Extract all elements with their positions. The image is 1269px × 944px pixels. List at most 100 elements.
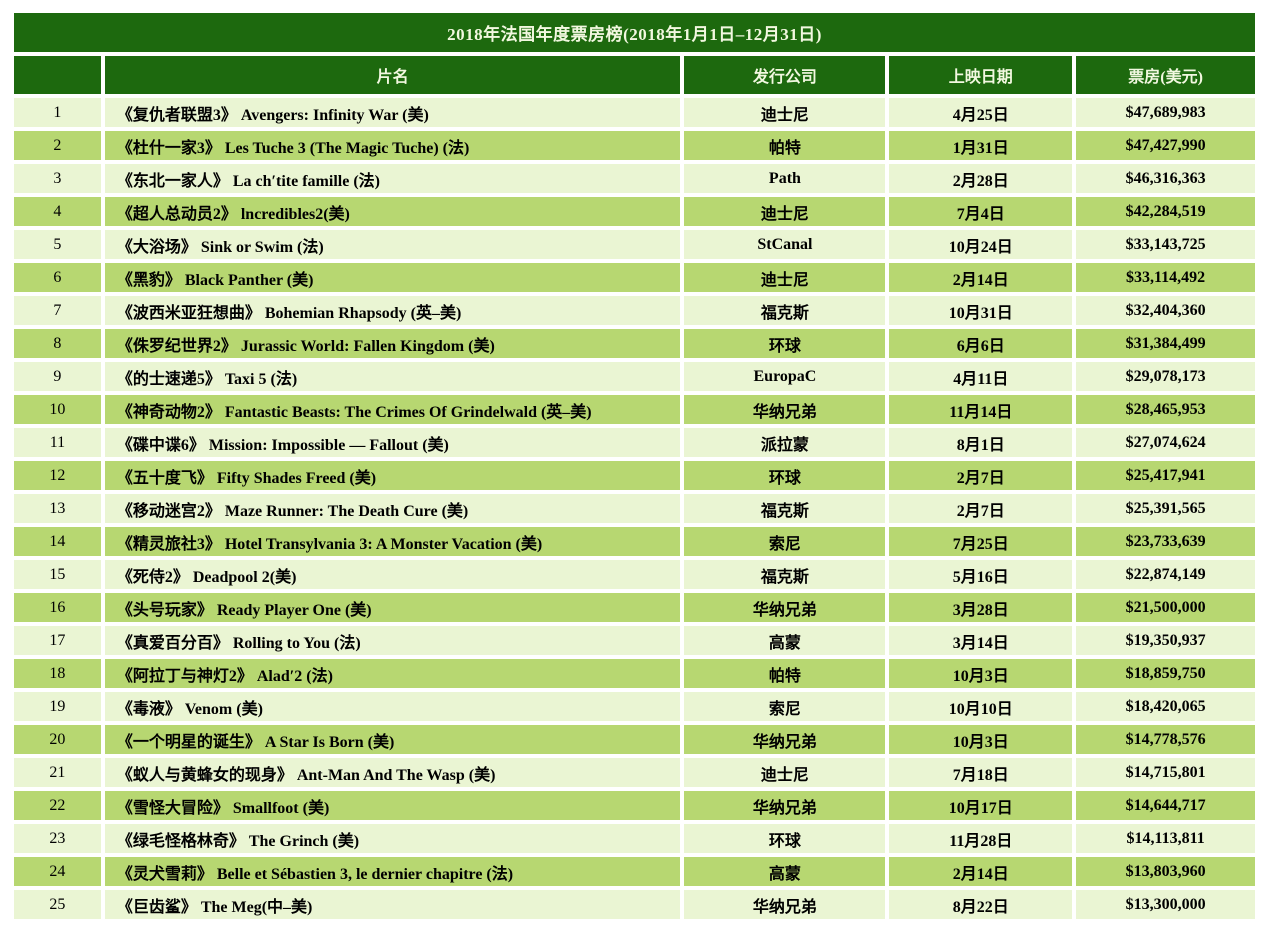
distributor-cell: 迪士尼	[684, 98, 886, 127]
rank-cell: 4	[14, 197, 101, 226]
release-date-cell: 2月14日	[889, 857, 1073, 886]
film-title-cell: 《复仇者联盟3》 Avengers: Infinity War (美)	[104, 98, 681, 127]
distributor-cell: 派拉蒙	[684, 428, 886, 457]
distributor-cell: EuropaC	[684, 362, 886, 391]
distributor-cell: 福克斯	[684, 494, 886, 523]
distributor-cell: 高蒙	[684, 626, 886, 655]
distributor-cell: Path	[684, 164, 886, 193]
gross-cell: $32,404,360	[1076, 296, 1255, 325]
rank-cell: 7	[14, 296, 101, 325]
film-title-cell: 《精灵旅社3》 Hotel Transylvania 3: A Monster …	[104, 527, 681, 556]
gross-cell: $18,420,065	[1076, 692, 1255, 721]
table-row: 12 《五十度飞》 Fifty Shades Freed (美) 环球 2月7日…	[14, 461, 1255, 490]
gross-cell: $25,417,941	[1076, 461, 1255, 490]
table-row: 7 《波西米亚狂想曲》 Bohemian Rhapsody (英–美) 福克斯 …	[14, 296, 1255, 325]
release-date-cell: 7月18日	[889, 758, 1073, 787]
release-date-cell: 3月14日	[889, 626, 1073, 655]
release-date-cell: 10月31日	[889, 296, 1073, 325]
table-row: 25 《巨齿鲨》 The Meg(中–美) 华纳兄弟 8月22日 $13,300…	[14, 890, 1255, 919]
table-row: 2 《杜什一家3》 Les Tuche 3 (The Magic Tuche) …	[14, 131, 1255, 160]
rank-cell: 1	[14, 98, 101, 127]
film-title-cell: 《蚁人与黄蜂女的现身》 Ant-Man And The Wasp (美)	[104, 758, 681, 787]
gross-cell: $25,391,565	[1076, 494, 1255, 523]
gross-cell: $13,803,960	[1076, 857, 1255, 886]
film-title-cell: 《移动迷宫2》 Maze Runner: The Death Cure (美)	[104, 494, 681, 523]
table-row: 18 《阿拉丁与神灯2》 Alad′2 (法) 帕特 10月3日 $18,859…	[14, 659, 1255, 688]
gross-cell: $46,316,363	[1076, 164, 1255, 193]
table-row: 16 《头号玩家》 Ready Player One (美) 华纳兄弟 3月28…	[14, 593, 1255, 622]
gross-cell: $13,300,000	[1076, 890, 1255, 919]
gross-cell: $28,465,953	[1076, 395, 1255, 424]
rank-cell: 8	[14, 329, 101, 358]
film-title-cell: 《超人总动员2》 lncredibles2(美)	[104, 197, 681, 226]
table-row: 20 《一个明星的诞生》 A Star Is Born (美) 华纳兄弟 10月…	[14, 725, 1255, 754]
gross-cell: $21,500,000	[1076, 593, 1255, 622]
rank-cell: 18	[14, 659, 101, 688]
release-date-cell: 10月3日	[889, 659, 1073, 688]
rank-cell: 10	[14, 395, 101, 424]
table-row: 4 《超人总动员2》 lncredibles2(美) 迪士尼 7月4日 $42,…	[14, 197, 1255, 226]
gross-cell: $14,113,811	[1076, 824, 1255, 853]
column-header-distributor: 发行公司	[684, 56, 886, 94]
release-date-cell: 7月4日	[889, 197, 1073, 226]
distributor-cell: 福克斯	[684, 560, 886, 589]
table-row: 1 《复仇者联盟3》 Avengers: Infinity War (美) 迪士…	[14, 98, 1255, 127]
distributor-cell: 环球	[684, 461, 886, 490]
distributor-cell: 索尼	[684, 527, 886, 556]
rank-cell: 16	[14, 593, 101, 622]
rank-cell: 20	[14, 725, 101, 754]
rank-cell: 15	[14, 560, 101, 589]
gross-cell: $33,143,725	[1076, 230, 1255, 259]
rank-cell: 14	[14, 527, 101, 556]
release-date-cell: 7月25日	[889, 527, 1073, 556]
table-title: 2018年法国年度票房榜(2018年1月1日–12月31日)	[14, 13, 1255, 52]
rank-cell: 21	[14, 758, 101, 787]
film-title-cell: 《神奇动物2》 Fantastic Beasts: The Crimes Of …	[104, 395, 681, 424]
rank-cell: 3	[14, 164, 101, 193]
column-header-release-date: 上映日期	[889, 56, 1073, 94]
table-row: 24 《灵犬雪莉》 Belle et Sébastien 3, le derni…	[14, 857, 1255, 886]
film-title-cell: 《五十度飞》 Fifty Shades Freed (美)	[104, 461, 681, 490]
distributor-cell: StCanal	[684, 230, 886, 259]
release-date-cell: 10月10日	[889, 692, 1073, 721]
distributor-cell: 迪士尼	[684, 197, 886, 226]
table-row: 22 《雪怪大冒险》 Smallfoot (美) 华纳兄弟 10月17日 $14…	[14, 791, 1255, 820]
release-date-cell: 10月17日	[889, 791, 1073, 820]
gross-cell: $22,874,149	[1076, 560, 1255, 589]
release-date-cell: 8月22日	[889, 890, 1073, 919]
table-row: 17 《真爱百分百》 Rolling to You (法) 高蒙 3月14日 $…	[14, 626, 1255, 655]
rank-cell: 24	[14, 857, 101, 886]
release-date-cell: 2月7日	[889, 494, 1073, 523]
film-title-cell: 《波西米亚狂想曲》 Bohemian Rhapsody (英–美)	[104, 296, 681, 325]
distributor-cell: 华纳兄弟	[684, 593, 886, 622]
distributor-cell: 华纳兄弟	[684, 725, 886, 754]
distributor-cell: 索尼	[684, 692, 886, 721]
table-row: 8 《侏罗纪世界2》 Jurassic World: Fallen Kingdo…	[14, 329, 1255, 358]
release-date-cell: 6月6日	[889, 329, 1073, 358]
release-date-cell: 2月28日	[889, 164, 1073, 193]
release-date-cell: 10月3日	[889, 725, 1073, 754]
table-row: 15 《死侍2》 Deadpool 2(美) 福克斯 5月16日 $22,874…	[14, 560, 1255, 589]
rank-cell: 25	[14, 890, 101, 919]
film-title-cell: 《杜什一家3》 Les Tuche 3 (The Magic Tuche) (法…	[104, 131, 681, 160]
distributor-cell: 环球	[684, 824, 886, 853]
gross-cell: $31,384,499	[1076, 329, 1255, 358]
gross-cell: $14,644,717	[1076, 791, 1255, 820]
rank-cell: 23	[14, 824, 101, 853]
release-date-cell: 10月24日	[889, 230, 1073, 259]
gross-cell: $23,733,639	[1076, 527, 1255, 556]
rank-cell: 12	[14, 461, 101, 490]
column-header-rank	[14, 56, 101, 94]
distributor-cell: 环球	[684, 329, 886, 358]
film-title-cell: 《东北一家人》 La ch′tite famille (法)	[104, 164, 681, 193]
table-row: 13 《移动迷宫2》 Maze Runner: The Death Cure (…	[14, 494, 1255, 523]
table-row: 21 《蚁人与黄蜂女的现身》 Ant-Man And The Wasp (美) …	[14, 758, 1255, 787]
title-bar-row: 2018年法国年度票房榜(2018年1月1日–12月31日)	[14, 13, 1255, 52]
release-date-cell: 1月31日	[889, 131, 1073, 160]
film-title-cell: 《绿毛怪格林奇》 The Grinch (美)	[104, 824, 681, 853]
rank-cell: 11	[14, 428, 101, 457]
rank-cell: 9	[14, 362, 101, 391]
release-date-cell: 11月14日	[889, 395, 1073, 424]
column-header-row: 片名 发行公司 上映日期 票房(美元)	[14, 56, 1255, 94]
